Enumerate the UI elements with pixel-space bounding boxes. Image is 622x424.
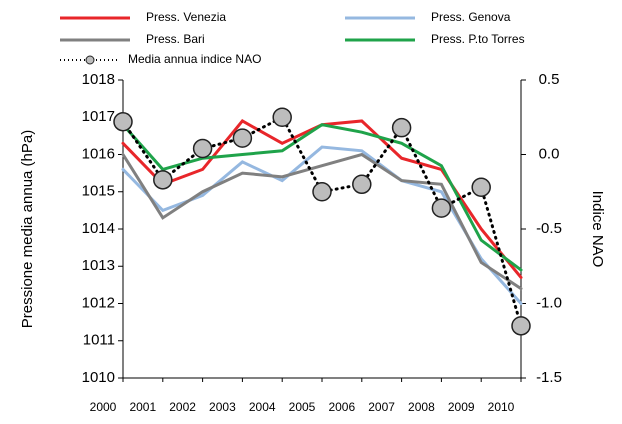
y2-tick-label: 0.5 (539, 71, 560, 88)
x-tick-label: 2003 (209, 400, 236, 414)
y-axis-title: Pressione media annua (hPa) (19, 130, 36, 328)
x-tick-label: 2007 (368, 400, 395, 414)
nao-marker (471, 177, 491, 198)
nao-line (121, 115, 523, 328)
legend-label: Press. P.to Torres (431, 32, 525, 46)
x-tick-label: 2004 (249, 400, 276, 414)
legend-label: Press. Genova (431, 10, 511, 24)
y2-tick-label: 0.0 (539, 145, 560, 162)
legend-swatch-marker (85, 55, 95, 65)
nao-marker (272, 107, 292, 127)
y2-tick-label: -1.5 (536, 369, 562, 386)
pressure-line (121, 123, 523, 272)
nao-marker (113, 111, 133, 132)
pressure-line (121, 152, 523, 291)
legend-label: Press. Venezia (146, 10, 226, 24)
nao-marker (312, 182, 332, 202)
nao-marker (192, 138, 213, 159)
legend-label: Press. Bari (146, 32, 205, 46)
nao-marker (232, 128, 253, 148)
y-tick-label: 1015 (82, 183, 115, 200)
y-tick-label: 1014 (82, 220, 115, 237)
x-tick-label: 2002 (169, 400, 196, 414)
y2-tick-label: -1.0 (536, 294, 562, 311)
y-tick-label: 1011 (83, 332, 115, 349)
y2-axis-title: Indice NAO (589, 191, 606, 268)
x-tick-label: 2000 (90, 400, 117, 414)
y2-tick-label: -0.5 (536, 220, 562, 237)
legend-label: Media annua indice NAO (128, 52, 261, 66)
nao-marker (431, 198, 452, 218)
nao-marker (391, 117, 412, 138)
nao-marker (511, 316, 531, 336)
x-tick-label: 2006 (328, 400, 355, 414)
nao-marker (352, 174, 372, 195)
y-tick-label: 1010 (82, 369, 115, 386)
x-tick-label: 2005 (289, 400, 316, 414)
y-tick-label: 1013 (82, 257, 115, 274)
y-tick-label: 1017 (82, 108, 115, 125)
x-tick-label: 2001 (129, 400, 156, 414)
y-tick-label: 1012 (82, 294, 115, 311)
y-tick-label: 1016 (82, 145, 115, 162)
nao-marker (153, 170, 173, 190)
x-tick-label: 2009 (448, 400, 475, 414)
y-tick-label: 1018 (82, 71, 115, 88)
x-tick-label: 2008 (408, 400, 435, 414)
x-tick-label: 2010 (488, 400, 515, 414)
